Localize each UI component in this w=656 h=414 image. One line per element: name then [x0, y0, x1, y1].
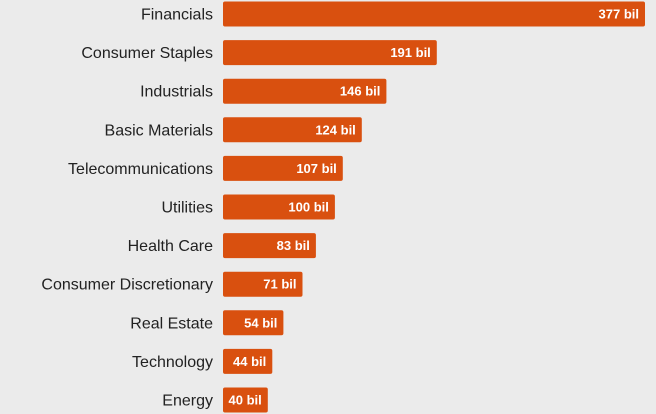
category-label: Real Estate	[130, 315, 213, 332]
bar-basic-materials	[223, 117, 362, 143]
category-label: Basic Materials	[105, 122, 213, 139]
value-label: 377 bil	[599, 7, 639, 22]
category-label: Health Care	[128, 238, 213, 255]
value-label: 44 bil	[233, 354, 266, 369]
value-label: 100 bil	[288, 200, 328, 215]
value-label: 191 bil	[390, 45, 430, 60]
bar-real-estate	[223, 310, 284, 336]
bar-health-care	[223, 233, 316, 259]
value-label: 146 bil	[340, 84, 380, 99]
value-label: 107 bil	[296, 161, 336, 176]
bar-industrials	[223, 78, 387, 104]
bar-consumer-staples	[223, 40, 437, 66]
value-label: 71 bil	[263, 277, 296, 292]
bar-consumer-discretionary	[223, 271, 303, 297]
category-label: Consumer Discretionary	[41, 277, 213, 294]
category-label: Technology	[132, 354, 213, 371]
category-label: Utilities	[161, 200, 213, 217]
value-label: 54 bil	[244, 315, 277, 330]
category-label: Industrials	[140, 84, 213, 101]
bars-group	[223, 1, 645, 413]
value-label: 83 bil	[277, 238, 310, 253]
bar-technology	[223, 348, 273, 374]
value-label: 124 bil	[315, 122, 355, 137]
category-labels-group: Financials Consumer Staples Industrials Bas…	[41, 7, 213, 410]
bar-financials	[223, 1, 645, 27]
value-labels-group: 377 bil 191 bil 146 bil 124 bil 107 bil 100 b…	[229, 7, 639, 408]
bar-energy	[223, 387, 268, 413]
category-label: Consumer Staples	[81, 45, 213, 62]
bar-telecommunications	[223, 155, 343, 181]
value-label: 40 bil	[229, 393, 262, 408]
category-label: Telecommunications	[68, 161, 213, 178]
category-label: Energy	[162, 393, 213, 410]
category-label: Financials	[141, 7, 213, 24]
bar-utilities	[223, 194, 335, 220]
